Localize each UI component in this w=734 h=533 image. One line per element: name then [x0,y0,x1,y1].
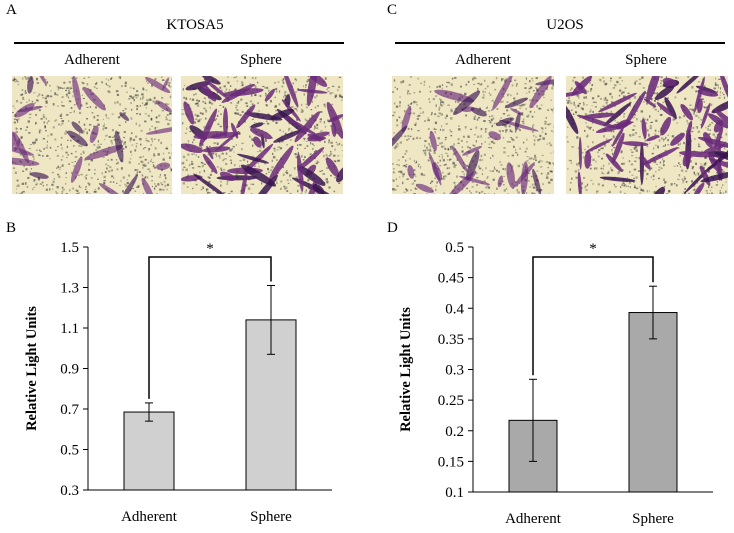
y-tick-label: 0.5 [445,240,464,256]
bar-chart-d: 0.1 0.15 0.2 0.25 0.3 0.35 0.4 0.45 0.5 Relative … [398,240,713,527]
adherent-label-c: Adherent [455,52,511,68]
panel-letter-d: D [387,220,398,236]
y-tick-label: 0.3 [60,483,79,499]
panel-letter-b: B [6,220,17,236]
y-tick-label: 1.3 [60,281,79,297]
cell-line-title-c: U2OS [546,17,584,33]
y-axis-label: Relative Light Units [398,307,414,432]
y-tick-label: 0.45 [438,271,464,287]
y-tick-label: 0.15 [438,454,464,470]
y-tick-label: 1.5 [60,240,79,256]
x-tick-label: Sphere [250,509,292,525]
y-tick-label: 0.4 [445,301,464,317]
sphere-label-a: Sphere [240,52,282,68]
y-tick-label: 0.25 [438,393,464,409]
adherent-label-a: Adherent [64,52,120,68]
y-tick-label: 0.1 [445,485,464,501]
panel-letter-a: A [6,2,17,18]
y-tick-label: 0.5 [60,443,79,459]
significance-bracket [148,256,272,399]
micrograph-cells [12,76,172,194]
micrograph-adherent-c [392,76,554,194]
micrograph-sphere-c [566,76,728,194]
y-tick-label: 1.1 [60,321,79,337]
y-axis-label: Relative Light Units [24,306,40,431]
title-underline-a [14,42,344,44]
micrograph-cells [181,76,343,194]
x-tick-label: Adherent [121,509,178,525]
significance-bracket [532,256,654,376]
micrograph-sphere-a [181,76,343,194]
sphere-label-c: Sphere [625,52,667,68]
bar-sphere [628,312,678,493]
title-underline-c [395,42,725,44]
y-tick-label: 0.35 [438,332,464,348]
micrograph-adherent-a [12,76,172,194]
cell-line-title-a: KTOSA5 [166,17,224,33]
significance-star: * [589,241,597,257]
y-tick-label: 0.2 [445,424,464,440]
y-tick-label: 0.9 [60,362,79,378]
x-tick-label: Adherent [505,511,562,527]
bar-adherent [123,411,175,491]
significance-star: * [206,241,214,257]
y-tick-label: 0.7 [60,402,79,418]
micrograph-cells [566,76,728,194]
bar-chart-b: 0.3 0.5 0.7 0.9 1.1 1.3 1.5 Relative Light Unit… [24,240,332,525]
panel-letter-c: C [387,2,398,18]
y-tick-label: 0.3 [445,363,464,379]
x-tick-label: Sphere [632,511,674,527]
micrograph-cells [392,76,554,194]
